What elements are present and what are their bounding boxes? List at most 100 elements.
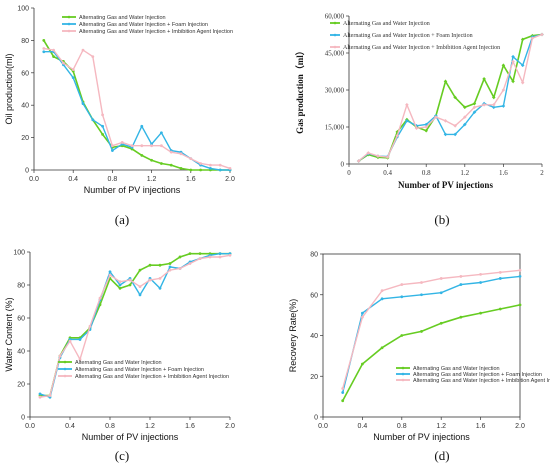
x-axis-label: Number of PV injections bbox=[84, 185, 181, 195]
data-point bbox=[463, 105, 467, 110]
data-point bbox=[434, 115, 438, 119]
data-point bbox=[42, 50, 46, 54]
x-tick-label: 0.8 bbox=[397, 423, 407, 430]
data-point bbox=[520, 63, 525, 68]
data-point bbox=[228, 166, 232, 170]
x-tick-label: 1.2 bbox=[460, 169, 469, 177]
y-tick-label: 20 bbox=[21, 135, 29, 142]
data-point bbox=[459, 315, 463, 319]
legend-marker-2 bbox=[333, 33, 337, 37]
y-tick-label: 45,000 bbox=[325, 50, 345, 58]
legend-marker-1 bbox=[67, 15, 71, 19]
x-tick-label: 1.6 bbox=[476, 423, 486, 430]
data-point bbox=[148, 278, 152, 282]
data-point bbox=[453, 123, 457, 128]
data-point bbox=[178, 255, 182, 259]
data-point bbox=[361, 315, 364, 319]
data-point bbox=[168, 265, 172, 269]
data-point bbox=[341, 391, 345, 394]
legend-marker-1 bbox=[333, 21, 337, 25]
data-point bbox=[98, 296, 102, 300]
legend: Alternating Gas and Water InjectionAlter… bbox=[58, 360, 229, 380]
chart-panel-4: 0.0 0.4 0.8 1.2 1.6 2.0 0 20 40 60 80 Number of PV … bbox=[288, 252, 550, 464]
data-point bbox=[439, 291, 443, 295]
data-point bbox=[71, 68, 75, 71]
legend-label-3: Alternating Gas and Water Injection + Im… bbox=[79, 29, 233, 35]
series-line-1 bbox=[40, 252, 230, 397]
x-axis-label: Number of PV injections bbox=[373, 432, 470, 442]
data-point bbox=[111, 149, 114, 152]
data-point bbox=[38, 395, 42, 399]
data-point bbox=[62, 61, 65, 65]
legend-marker-3 bbox=[63, 374, 67, 378]
data-point bbox=[158, 286, 162, 290]
data-point bbox=[52, 55, 55, 58]
x-tick-label: 0.8 bbox=[105, 423, 115, 430]
data-point bbox=[376, 154, 380, 158]
data-point bbox=[158, 277, 162, 280]
data-point bbox=[88, 324, 92, 328]
data-point bbox=[501, 88, 506, 92]
data-point bbox=[189, 168, 193, 172]
y-tick-label: 80 bbox=[310, 252, 318, 259]
x-tick-label: 1.2 bbox=[145, 423, 155, 430]
data-point bbox=[385, 155, 390, 159]
x-tick-label: 2.0 bbox=[225, 176, 235, 183]
y-tick-label: 0 bbox=[25, 168, 29, 175]
data-point bbox=[120, 141, 124, 144]
series-line-2 bbox=[358, 33, 543, 162]
data-point bbox=[68, 339, 72, 343]
y-tick-label: 80 bbox=[17, 283, 25, 290]
plot-frame bbox=[322, 253, 521, 418]
legend-marker-2 bbox=[63, 367, 67, 371]
legend-label-1: Alternating Gas and Water Injection bbox=[413, 366, 500, 372]
x-tick-label: 0.8 bbox=[108, 176, 118, 183]
legend-marker-3 bbox=[333, 45, 337, 49]
x-tick-label: 1.2 bbox=[147, 176, 157, 183]
data-point bbox=[361, 362, 364, 366]
data-point bbox=[78, 357, 82, 361]
y-axis-label: Oil production(ml) bbox=[4, 53, 14, 124]
data-point bbox=[518, 303, 522, 307]
legend-label-3: Alternating Gas and Water Injection + Im… bbox=[413, 378, 550, 384]
data-point bbox=[209, 163, 212, 167]
data-point bbox=[198, 257, 202, 260]
data-point bbox=[179, 152, 183, 156]
data-point bbox=[198, 252, 202, 256]
x-tick-label: 0.4 bbox=[383, 169, 392, 177]
data-point bbox=[58, 354, 62, 358]
data-point bbox=[218, 168, 222, 172]
data-point bbox=[443, 79, 448, 84]
series-line-3 bbox=[43, 47, 231, 170]
data-point bbox=[101, 132, 104, 136]
x-tick-label: 0.4 bbox=[358, 423, 368, 430]
data-point bbox=[199, 162, 203, 165]
data-point bbox=[491, 103, 496, 107]
legend-marker-1 bbox=[63, 360, 67, 364]
data-point bbox=[188, 262, 192, 265]
data-point bbox=[140, 154, 144, 157]
data-point bbox=[128, 283, 132, 287]
data-point bbox=[48, 394, 52, 397]
series-line-1 bbox=[341, 304, 521, 402]
data-point bbox=[366, 151, 371, 155]
data-point bbox=[479, 272, 482, 276]
y-tick-label: 20 bbox=[17, 382, 25, 389]
data-point bbox=[511, 79, 515, 84]
data-point bbox=[498, 307, 502, 311]
data-point bbox=[511, 54, 515, 59]
data-point bbox=[424, 128, 428, 133]
y-tick-label: 60 bbox=[21, 70, 29, 77]
y-tick-label: 20 bbox=[310, 374, 318, 381]
data-point bbox=[209, 166, 212, 170]
x-tick-label: 0.0 bbox=[25, 423, 35, 430]
x-axis-label: Number of PV injections bbox=[82, 432, 179, 442]
x-axis-label: Number of PV injections bbox=[398, 180, 493, 190]
data-point bbox=[140, 144, 144, 148]
data-point bbox=[108, 273, 112, 277]
data-point bbox=[501, 104, 506, 108]
data-point bbox=[498, 277, 502, 280]
data-point bbox=[518, 275, 522, 278]
data-point bbox=[472, 105, 477, 110]
